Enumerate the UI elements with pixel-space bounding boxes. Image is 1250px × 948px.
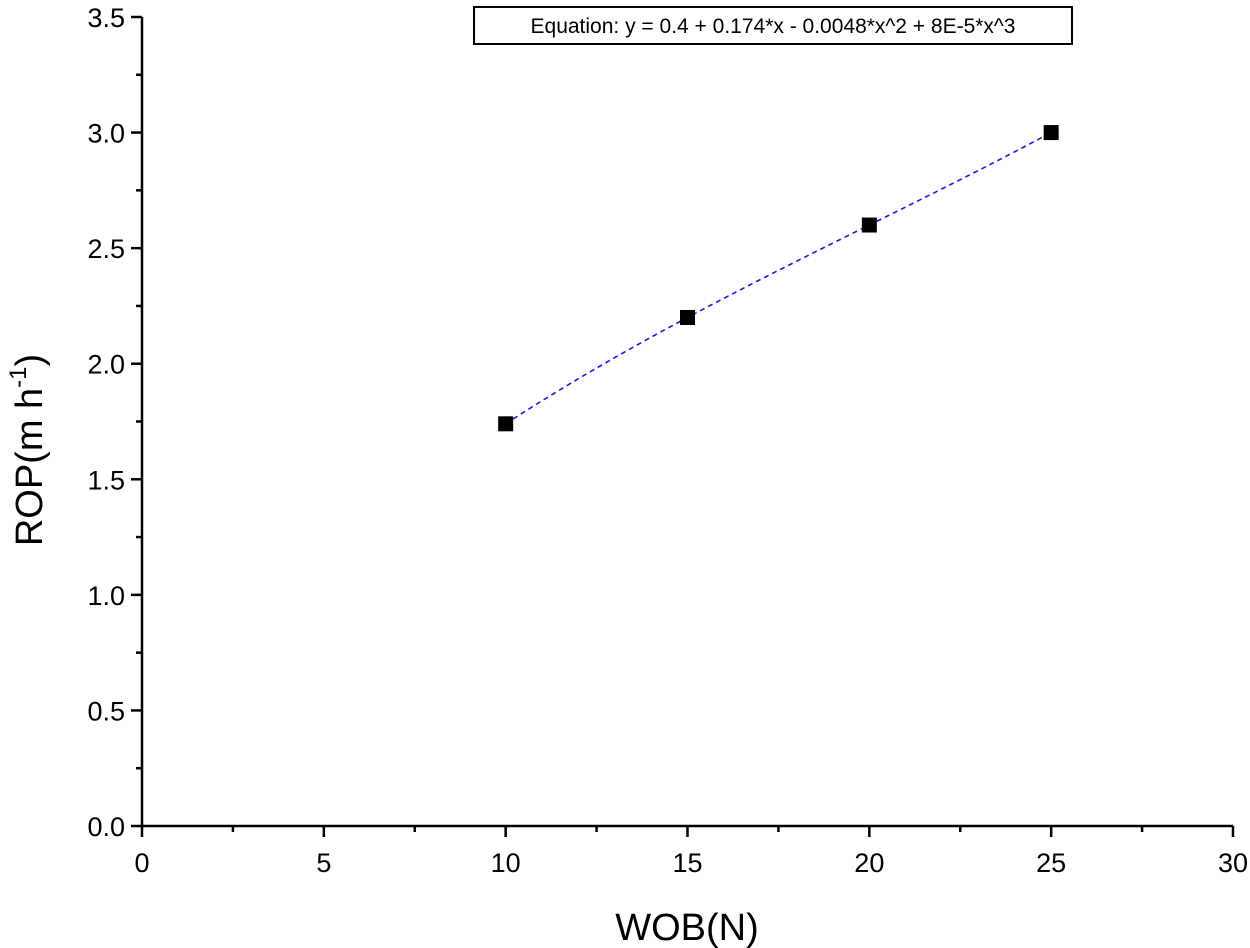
- data-point: [498, 416, 514, 432]
- y-tick-label: 2.5: [87, 234, 125, 264]
- x-tick-label: 0: [134, 848, 149, 878]
- y-axis-title: ROP(m h-1): [5, 354, 51, 546]
- y-axis-title-main: ROP(m h: [9, 388, 51, 546]
- data-point: [1043, 125, 1059, 141]
- data-points: [498, 125, 1059, 432]
- y-tick-label: 3.5: [87, 3, 125, 33]
- x-tick-label: 15: [672, 848, 702, 878]
- y-axis-title-close: ): [9, 354, 51, 367]
- x-tick-label: 5: [316, 848, 331, 878]
- axes: [140, 17, 1233, 828]
- x-tick-label: 30: [1218, 848, 1248, 878]
- x-tick-label: 10: [491, 848, 521, 878]
- x-ticks: 0 5 10 15 20 25 30: [134, 826, 1248, 878]
- x-tick-label: 20: [854, 848, 884, 878]
- y-tick-label: 0.5: [87, 696, 125, 726]
- y-tick-label: 1.5: [87, 465, 125, 495]
- y-tick-label: 1.0: [87, 581, 125, 611]
- data-point: [861, 217, 877, 233]
- x-axis-title: WOB(N): [615, 907, 759, 948]
- equation-text: Equation: y = 0.4 + 0.174*x - 0.0048*x^2…: [531, 15, 1016, 38]
- x-tick-label: 25: [1036, 848, 1066, 878]
- y-tick-label: 3.0: [87, 119, 125, 149]
- y-axis-title-superscript: -1: [5, 366, 32, 387]
- y-ticks: 0.0 0.5 1.0 1.5 2.0 2.5 3.0 3.5: [87, 3, 142, 842]
- fit-curve: [505, 131, 1052, 425]
- y-tick-label: 0.0: [87, 812, 125, 842]
- equation-box: Equation: y = 0.4 + 0.174*x - 0.0048*x^2…: [473, 6, 1073, 45]
- y-tick-label: 2.0: [87, 350, 125, 380]
- equation-frame: [473, 6, 1073, 45]
- data-point: [680, 309, 695, 325]
